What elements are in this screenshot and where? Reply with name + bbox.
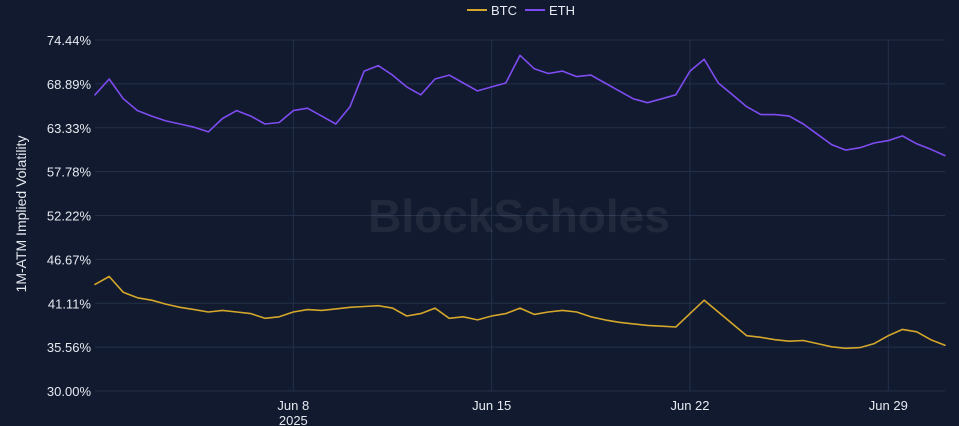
y-tick-label: 74.44% bbox=[47, 33, 92, 48]
y-tick-label: 63.33% bbox=[47, 121, 92, 136]
x-tick-label: Jun 8 bbox=[277, 398, 309, 413]
series-line-eth bbox=[94, 54, 946, 157]
watermark-logo: BlockScholes bbox=[368, 190, 670, 242]
y-axis-ticks: 74.44% 68.89% 63.33% 57.78% 52.22% 46.67% 41.1… bbox=[47, 33, 92, 399]
x-tick-label: Jun 22 bbox=[670, 398, 709, 413]
series-line-btc bbox=[94, 275, 946, 350]
y-tick-label: 35.56% bbox=[47, 340, 92, 355]
x-tick-label: Jun 15 bbox=[472, 398, 511, 413]
y-tick-label: 46.67% bbox=[47, 252, 92, 267]
y-axis-title: 1M-ATM Implied Volatility bbox=[13, 136, 29, 293]
x-tick-label: Jun 29 bbox=[869, 398, 908, 413]
x-tick-sublabel: 2025 bbox=[279, 413, 308, 426]
y-tick-label: 52.22% bbox=[47, 209, 92, 224]
y-tick-label: 68.89% bbox=[47, 77, 92, 92]
legend-label: BTC bbox=[491, 3, 517, 18]
legend[interactable]: BTC ETH bbox=[467, 3, 575, 18]
y-tick-label: 41.11% bbox=[48, 296, 92, 311]
legend-item-btc[interactable]: BTC bbox=[467, 3, 517, 18]
series-layer bbox=[94, 54, 946, 350]
y-tick-label: 30.00% bbox=[47, 384, 92, 399]
legend-label: ETH bbox=[549, 3, 575, 18]
y-tick-label: 57.78% bbox=[47, 165, 92, 180]
grid-lines bbox=[95, 39, 945, 392]
legend-item-eth[interactable]: ETH bbox=[525, 3, 575, 18]
